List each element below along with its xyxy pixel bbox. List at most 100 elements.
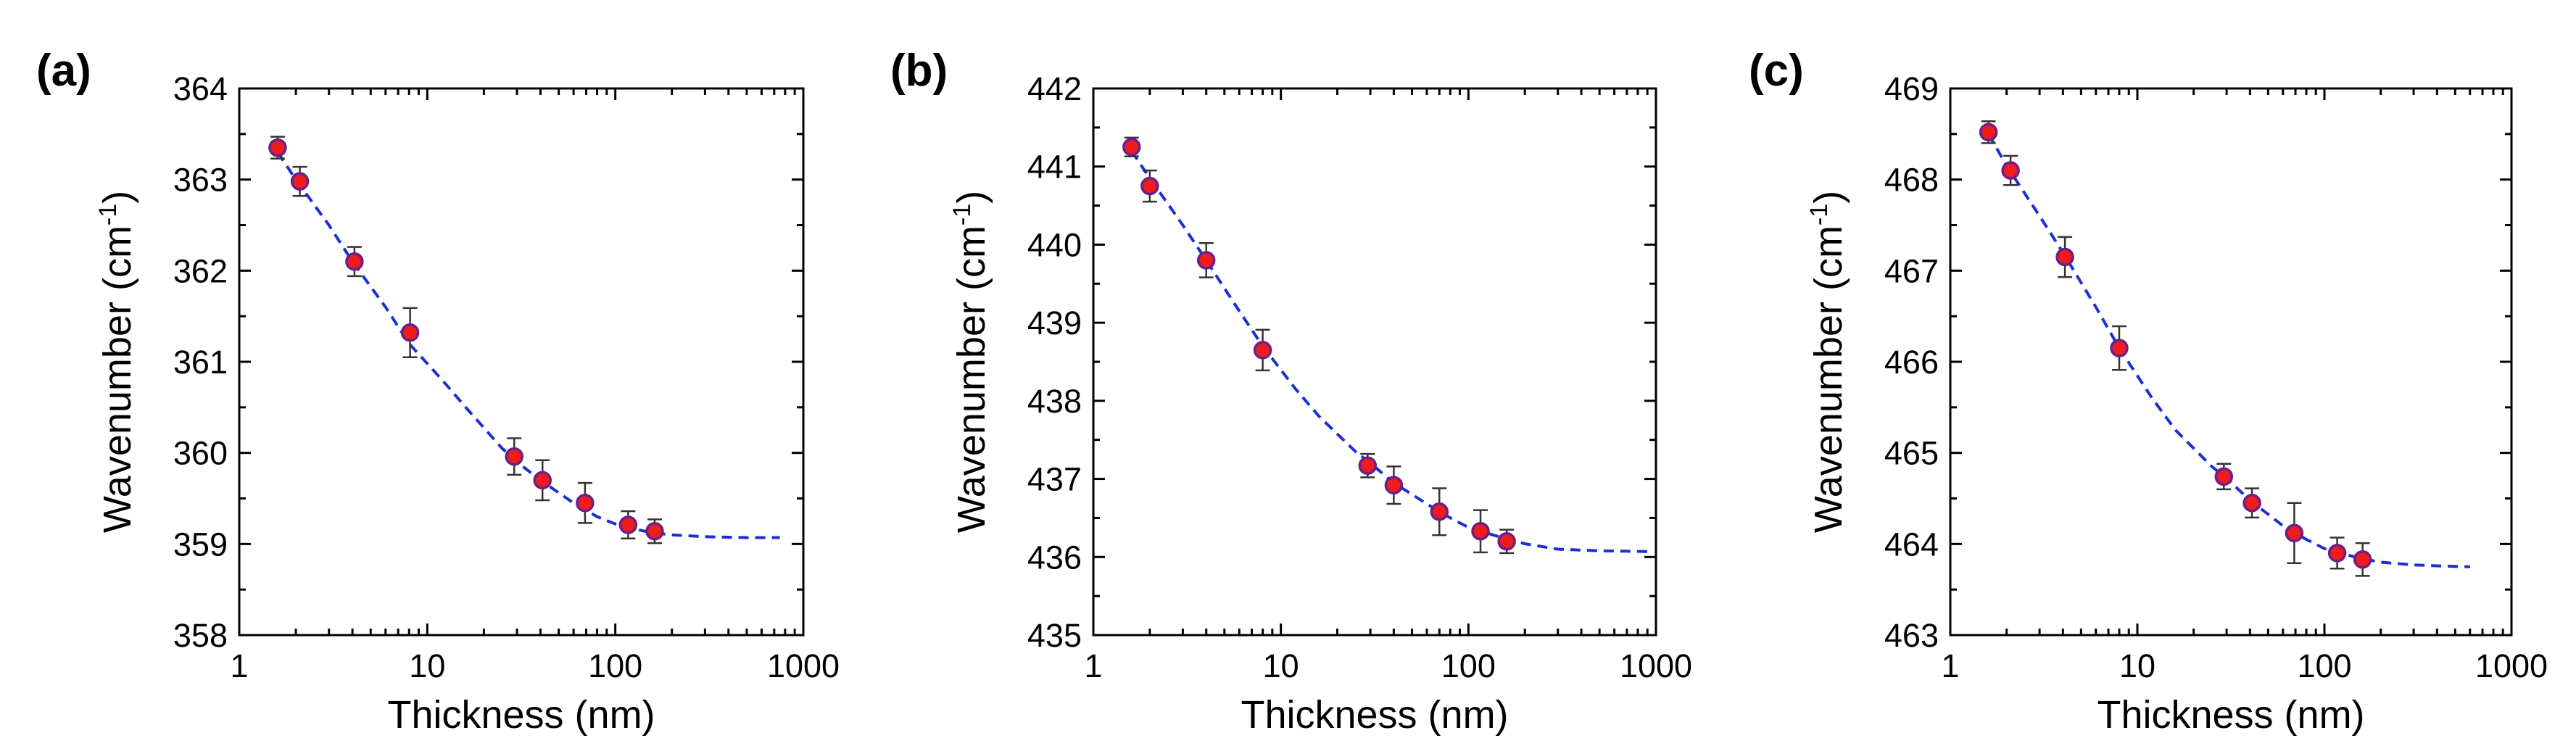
data-point — [533, 459, 552, 502]
panel-label: (b) — [890, 46, 948, 96]
data-point — [505, 437, 523, 476]
data-marker — [618, 515, 638, 534]
data-point — [1140, 169, 1159, 203]
data-point — [268, 136, 287, 160]
y-tick-label: 360 — [173, 435, 228, 472]
y-axis-title-text: Wavenumber (cm — [1807, 225, 1850, 533]
y-tick-label: 358 — [173, 617, 228, 654]
data-point — [1497, 529, 1516, 555]
x-tick-label: 1 — [1941, 647, 1959, 684]
data-point — [1430, 487, 1449, 536]
y-axis-title-superscript: -1 — [1805, 204, 1833, 225]
data-point — [345, 246, 364, 278]
y-tick-label: 363 — [173, 162, 228, 199]
y-tick-label: 359 — [173, 526, 228, 563]
data-marker — [576, 494, 595, 513]
data-marker — [268, 138, 287, 157]
y-axis-title-close: ) — [96, 191, 139, 204]
data-point — [2242, 487, 2261, 519]
data-marker — [400, 323, 420, 342]
x-axis-title: Thickness (nm) — [1241, 693, 1508, 737]
y-tick-label: 437 — [1027, 461, 1082, 498]
panel-c: (c) 463 464 465 466 467 468 469 1 10 100 1000 Thickn… — [1749, 46, 2548, 737]
y-axis-title-text: Wavenumber (cm — [96, 225, 139, 533]
data-marker — [1140, 176, 1159, 196]
data-marker — [533, 471, 552, 490]
data-marker — [1430, 502, 1449, 521]
data-marker — [1979, 123, 1998, 142]
data-marker — [1497, 531, 1516, 551]
fit-curve — [1130, 150, 1648, 553]
y-tick-label: 464 — [1884, 526, 1939, 563]
y-tick-label: 467 — [1884, 252, 1939, 289]
data-marker — [290, 172, 310, 191]
y-tick-label: 362 — [173, 252, 228, 289]
x-tick-label: 1000 — [767, 647, 840, 684]
data-marker — [1358, 456, 1378, 476]
x-tick-label: 1 — [230, 647, 248, 684]
x-axis-title: Thickness (nm) — [387, 693, 655, 737]
data-marker — [2214, 467, 2234, 486]
data-point — [2001, 154, 2020, 186]
y-tick-label: 465 — [1884, 435, 1939, 472]
x-tick-label: 100 — [1441, 647, 1496, 684]
x-tick-label: 100 — [2297, 647, 2351, 684]
data-marker — [2353, 550, 2372, 569]
plot-frame — [238, 87, 805, 637]
data-marker — [1196, 251, 1216, 270]
x-axis-title: Thickness (nm) — [2097, 693, 2364, 737]
data-point — [400, 307, 420, 358]
y-axis-title: Wavenumber (cm-1) — [94, 191, 139, 533]
fit-curve — [276, 151, 780, 539]
data-point — [1122, 136, 1141, 157]
data-point — [1358, 452, 1378, 478]
y-tick-label: 361 — [173, 344, 228, 381]
data-point — [2110, 325, 2129, 371]
y-tick-label: 364 — [173, 70, 228, 107]
y-tick-label: 466 — [1884, 344, 1939, 381]
data-point — [1196, 242, 1216, 278]
y-tick-label: 436 — [1027, 539, 1082, 576]
panel-b: (b) 435 436 437 438 439 440 441 442 1 10 100 1000 Thi… — [890, 46, 1692, 737]
data-point — [2285, 502, 2304, 564]
y-tick-label: 435 — [1027, 617, 1082, 654]
y-tick-label: 468 — [1884, 162, 1939, 199]
data-marker — [645, 521, 664, 541]
data-point — [1979, 120, 1998, 144]
y-tick-label: 469 — [1884, 70, 1939, 107]
y-tick-label: 438 — [1027, 383, 1082, 420]
plot-frame — [1092, 87, 1657, 637]
data-marker — [1253, 341, 1272, 360]
data-marker — [2242, 494, 2261, 513]
y-axis-title-superscript: -1 — [948, 204, 976, 225]
data-point — [1471, 509, 1490, 554]
x-tick-label: 10 — [2119, 647, 2155, 684]
panel-a: (a) 358 359 360 361 362 363 364 1 10 100 1000 Thickn… — [36, 46, 840, 737]
data-point — [645, 518, 664, 544]
fit-curve — [1987, 133, 2470, 568]
data-point — [290, 165, 310, 197]
x-tick-label: 1 — [1084, 647, 1102, 684]
data-marker — [1384, 476, 1404, 494]
data-point — [2327, 536, 2347, 570]
data-point — [1384, 465, 1404, 505]
data-marker — [1471, 521, 1490, 541]
panel-label: (c) — [1749, 46, 1804, 96]
data-point — [576, 481, 595, 524]
y-axis-title-close: ) — [1807, 191, 1850, 204]
y-tick-label: 441 — [1027, 149, 1082, 186]
y-axis-title-text: Wavenumber (cm — [950, 225, 993, 533]
data-point — [2055, 236, 2074, 278]
x-tick-label: 10 — [1263, 647, 1299, 684]
data-point — [2214, 463, 2234, 491]
y-tick-label: 440 — [1027, 226, 1082, 263]
data-marker — [1122, 138, 1141, 157]
y-tick-label: 442 — [1027, 70, 1082, 107]
data-marker — [2327, 544, 2347, 563]
data-point — [1253, 328, 1272, 372]
data-marker — [2285, 523, 2304, 543]
data-marker — [2055, 247, 2074, 267]
y-axis-title-superscript: -1 — [94, 204, 122, 225]
data-marker — [505, 447, 523, 466]
